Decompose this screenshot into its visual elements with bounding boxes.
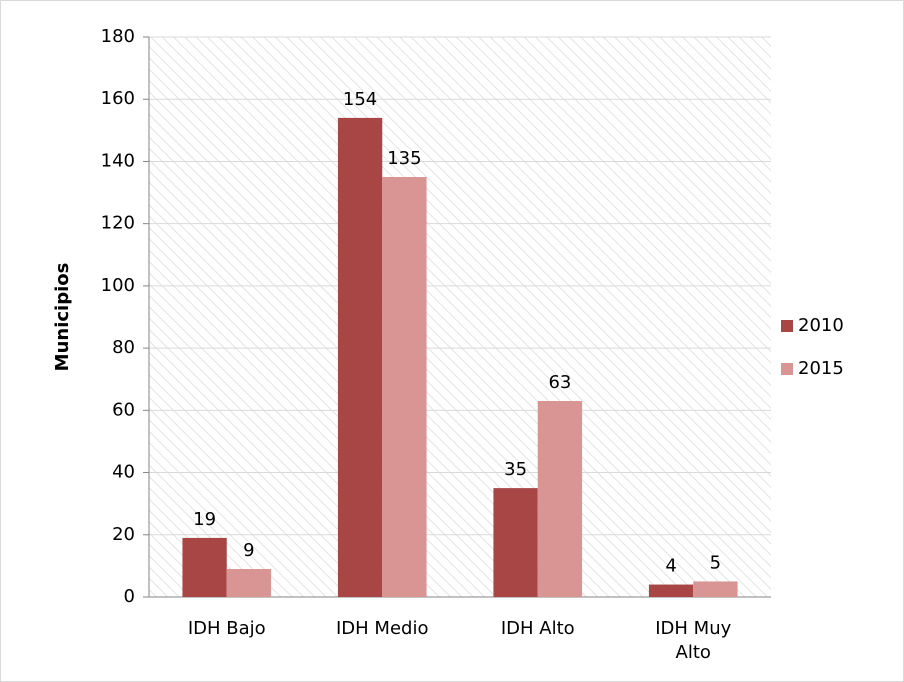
x-tick-label: IDH Muy Alto — [655, 618, 732, 663]
legend-label: 2010 — [798, 315, 844, 336]
x-tick-label: IDH Medio — [336, 618, 429, 639]
legend-swatch — [781, 363, 793, 375]
y-tick-label: 60 — [112, 399, 135, 420]
bar — [226, 569, 272, 597]
legend-label: 2015 — [798, 358, 844, 379]
bar — [537, 401, 583, 597]
legend-swatch — [781, 320, 793, 332]
y-tick-label: 80 — [112, 337, 135, 358]
y-tick-label: 0 — [124, 586, 135, 607]
x-tick-label: IDH Bajo — [187, 618, 266, 639]
y-tick-label: 100 — [101, 275, 135, 296]
data-label: 19 — [193, 509, 216, 530]
y-tick-label: 140 — [101, 150, 135, 171]
y-tick-label: 120 — [101, 213, 135, 234]
bar — [648, 584, 694, 597]
data-label: 9 — [243, 540, 254, 561]
data-label: 35 — [504, 459, 527, 480]
x-tick-label: IDH Alto — [500, 618, 575, 639]
data-label: 154 — [343, 89, 377, 110]
y-tick-label: 180 — [101, 26, 135, 47]
y-tick-label: 20 — [112, 524, 135, 545]
data-label: 63 — [548, 372, 571, 393]
bar — [493, 488, 538, 597]
data-label: 4 — [665, 556, 676, 577]
y-axis-label: Municipios — [52, 263, 73, 372]
bar — [693, 581, 738, 597]
bar — [337, 117, 383, 597]
bar — [382, 177, 427, 597]
data-label: 135 — [387, 148, 421, 169]
bar — [182, 537, 227, 597]
y-tick-label: 40 — [112, 462, 135, 483]
plot-background — [149, 37, 771, 597]
y-tick-label: 160 — [101, 88, 135, 109]
data-label: 5 — [710, 552, 721, 573]
